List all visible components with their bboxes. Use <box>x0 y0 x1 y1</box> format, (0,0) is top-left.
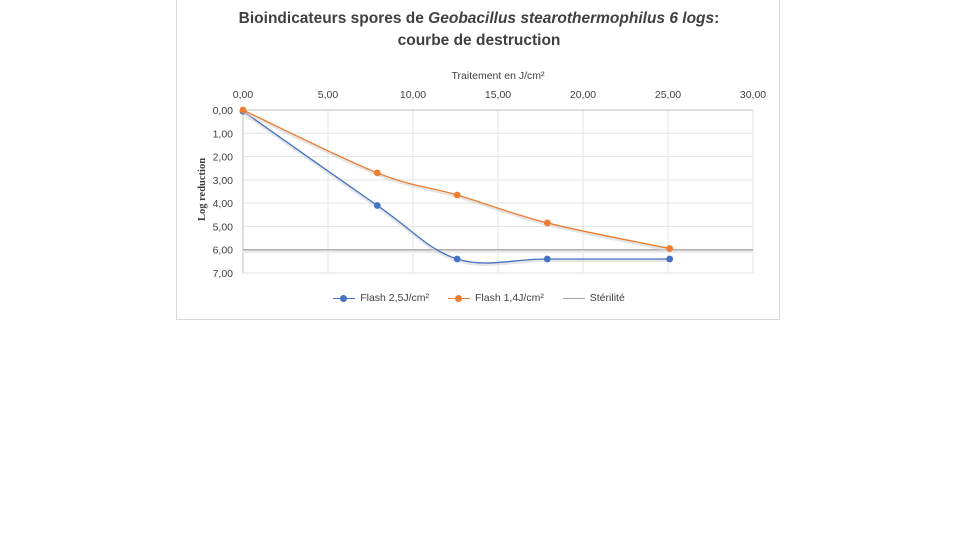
legend: Flash 2,5J/cm² Flash 1,4J/cm² Stérilité <box>177 292 781 306</box>
chart-title-line-2: courbe de destruction <box>397 32 561 49</box>
series-line-shadow <box>242 110 671 252</box>
sterility-reference-line <box>243 249 753 253</box>
y-tick-label: 0,00 <box>213 105 234 117</box>
legend-item-flash-2-5: Flash 2,5J/cm² <box>333 292 429 304</box>
chart-title-part-1: Bioindicateurs spores de <box>238 10 429 27</box>
chart-title: Bioindicateurs spores de Geobacillus ste… <box>177 8 781 52</box>
series-2 <box>239 106 674 252</box>
data-point <box>453 255 461 263</box>
y-tick-label: 1,00 <box>213 128 234 140</box>
y-tick-label: 7,00 <box>213 268 234 280</box>
legend-marker-blue-icon <box>333 293 356 303</box>
legend-item-flash-1-4: Flash 1,4J/cm² <box>447 292 544 304</box>
legend-line-grey-icon <box>562 293 585 303</box>
data-point <box>543 255 551 263</box>
y-axis-label: Log reduction <box>197 158 208 221</box>
y-tick-label: 2,00 <box>213 152 234 164</box>
tick-labels: 0,00 5,00 10,00 15,00 20,00 25,00 30,00 0,00 1,0… <box>213 89 767 280</box>
chart-title-colon: : <box>714 10 720 27</box>
chart-frame: Bioindicateurs spores de Geobacillus ste… <box>176 0 780 320</box>
legend-label-flash-2-5: Flash 2,5J/cm² <box>360 292 430 304</box>
chart-title-species: Geobacillus stearothermophilus 6 logs <box>428 10 715 27</box>
data-point <box>373 202 381 209</box>
x-tick-label: 25,00 <box>655 89 681 101</box>
y-tick-label: 3,00 <box>213 175 234 187</box>
x-tick-label: 10,00 <box>400 89 426 101</box>
x-tick-label: 5,00 <box>318 89 339 101</box>
y-tick-label: 6,00 <box>213 245 234 257</box>
data-point <box>666 255 674 263</box>
grid-lines <box>242 109 754 274</box>
data-point <box>239 106 247 114</box>
x-tick-label: 15,00 <box>485 89 511 101</box>
line-chart: 0,00 5,00 10,00 15,00 20,00 25,00 30,00 0,00 1,0… <box>197 70 767 280</box>
series-line <box>242 109 670 250</box>
y-tick-label: 5,00 <box>213 221 234 233</box>
series-1 <box>239 107 674 266</box>
data-point <box>666 245 674 252</box>
x-tick-label: 0,00 <box>233 89 254 101</box>
data-point <box>453 191 461 199</box>
legend-label-sterilite: Stérilité <box>589 292 625 304</box>
legend-marker-orange-icon <box>447 293 470 303</box>
x-axis-label: Traitement en J/cm² <box>452 70 545 82</box>
series-layer <box>239 106 674 266</box>
y-tick-label: 4,00 <box>213 198 234 210</box>
series-line <box>242 110 670 264</box>
data-point <box>543 219 551 227</box>
data-point <box>373 169 381 177</box>
series-line-shadow <box>242 111 670 266</box>
x-tick-label: 30,00 <box>740 89 766 101</box>
legend-item-sterilite: Stérilité <box>562 292 625 304</box>
legend-label-flash-1-4: Flash 1,4J/cm² <box>474 292 544 304</box>
x-tick-label: 20,00 <box>570 89 596 101</box>
chart-title-line-1: Bioindicateurs spores de Geobacillus ste… <box>177 8 781 30</box>
